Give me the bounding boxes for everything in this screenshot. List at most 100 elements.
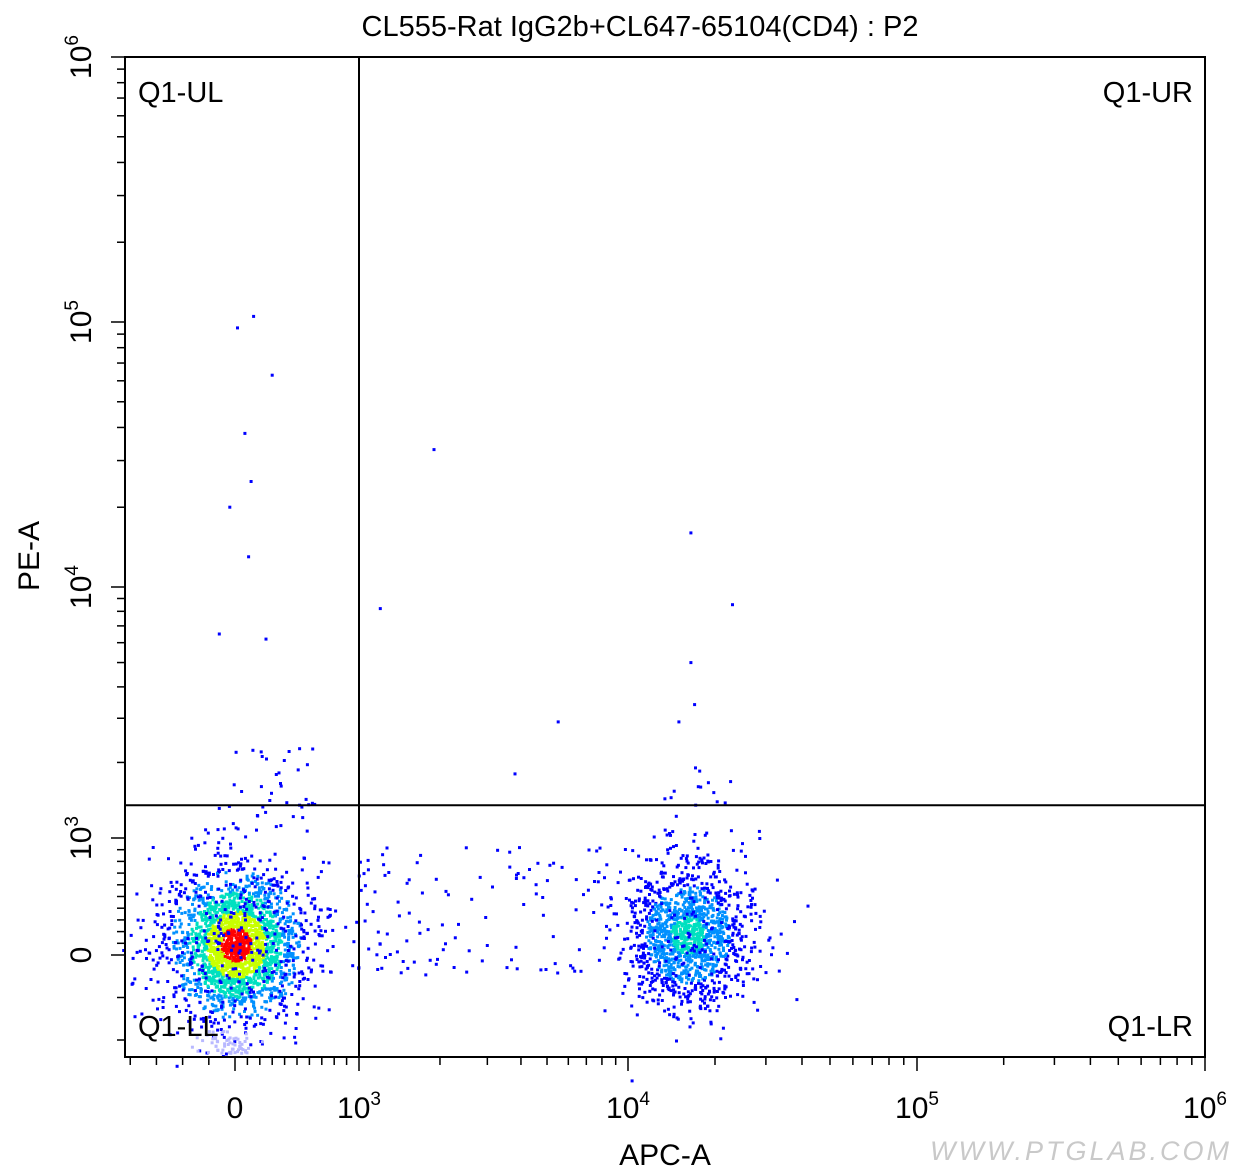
event-dot	[750, 919, 754, 923]
event-dot	[264, 896, 268, 900]
event-dot	[221, 868, 225, 871]
event-dot	[193, 882, 197, 885]
event-dot	[138, 949, 142, 953]
event-dot	[674, 983, 678, 987]
event-dot	[635, 931, 638, 935]
event-dot	[600, 903, 604, 907]
event-dot	[675, 865, 679, 869]
event-dot	[729, 780, 733, 784]
event-dot	[236, 896, 240, 900]
event-dot	[659, 928, 663, 932]
event-dot	[247, 896, 251, 900]
event-dot	[212, 873, 215, 876]
event-dot	[161, 1006, 165, 1009]
event-dot	[696, 846, 700, 850]
event-dot	[269, 958, 272, 962]
event-dot	[682, 969, 686, 973]
event-dot	[261, 936, 265, 940]
event-dot	[296, 956, 300, 960]
event-dot	[699, 941, 703, 945]
event-dot	[688, 1000, 692, 1004]
x-tick-label: 106	[1183, 1089, 1227, 1125]
event-dot	[721, 946, 725, 950]
event-dot	[206, 907, 210, 911]
event-dot	[269, 883, 273, 887]
event-dot	[204, 922, 208, 926]
event-dot	[727, 974, 731, 978]
event-dot	[700, 908, 704, 912]
svg-text:0: 0	[65, 947, 98, 964]
event-dot	[212, 947, 216, 951]
event-dot	[288, 972, 292, 976]
event-dot	[212, 932, 216, 935]
event-dot	[284, 942, 288, 946]
event-dot	[673, 922, 677, 926]
event-dot	[679, 936, 683, 939]
event-dot	[632, 877, 635, 881]
event-dot	[686, 970, 690, 974]
event-dot	[210, 1002, 214, 1006]
event-dot	[664, 903, 668, 907]
event-dot	[686, 977, 690, 981]
event-dot	[250, 854, 254, 858]
event-dot	[716, 935, 720, 938]
event-dot	[548, 863, 552, 867]
event-dot	[625, 972, 629, 976]
event-dot	[674, 924, 678, 928]
event-dot	[662, 864, 666, 868]
event-dot	[770, 953, 773, 957]
event-dot	[662, 933, 665, 937]
event-dot	[698, 898, 702, 902]
event-dot	[219, 955, 223, 959]
event-dot	[210, 977, 214, 981]
event-dot	[204, 936, 208, 940]
event-dot	[693, 927, 697, 931]
event-dot	[244, 925, 248, 929]
event-dot	[313, 942, 317, 946]
event-dot	[255, 877, 259, 881]
event-dot	[189, 960, 192, 964]
chart-title: CL555-Rat IgG2b+CL647-65104(CD4) : P2	[362, 11, 919, 43]
event-dot	[700, 887, 704, 891]
event-dot	[269, 955, 273, 959]
event-dot	[300, 868, 304, 872]
event-dot	[175, 899, 178, 903]
event-dot	[319, 964, 323, 968]
event-dot	[239, 893, 243, 897]
event-dot	[701, 917, 705, 921]
event-dot	[257, 892, 260, 896]
event-dot	[194, 932, 198, 936]
event-dot	[217, 958, 221, 962]
event-dot	[752, 977, 756, 981]
event-dot	[210, 946, 214, 950]
event-dot	[668, 975, 672, 979]
event-dot	[646, 899, 650, 903]
event-dot	[702, 925, 706, 929]
event-dot	[713, 946, 717, 950]
event-dot	[687, 935, 691, 939]
event-dot	[247, 555, 251, 559]
event-dot	[255, 945, 258, 948]
event-dot	[273, 932, 277, 936]
event-dot	[275, 930, 279, 934]
event-dot	[237, 945, 241, 949]
event-dot	[194, 982, 198, 986]
event-dot	[719, 954, 723, 958]
event-dot	[681, 942, 684, 946]
event-dot	[183, 911, 187, 915]
event-dot	[700, 965, 704, 969]
event-dot	[660, 902, 664, 906]
event-dot	[326, 949, 330, 953]
event-dot	[275, 902, 279, 906]
event-dot	[193, 939, 197, 943]
event-dot	[720, 897, 724, 901]
event-dot	[217, 868, 221, 872]
event-dot	[205, 912, 208, 915]
event-dot	[259, 905, 263, 909]
event-dot	[628, 878, 632, 882]
event-dot	[686, 1000, 690, 1004]
event-dot	[236, 957, 239, 961]
event-dot	[217, 632, 221, 636]
event-dot	[250, 943, 254, 947]
event-dot	[237, 867, 241, 871]
